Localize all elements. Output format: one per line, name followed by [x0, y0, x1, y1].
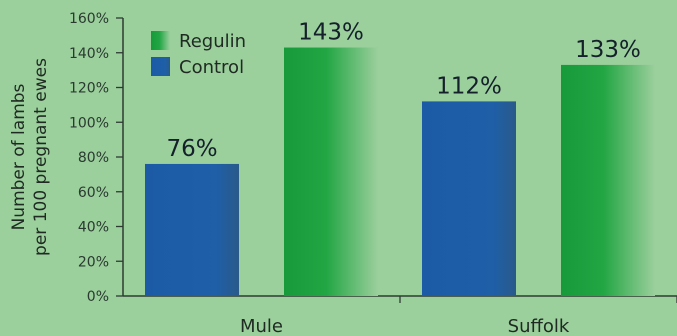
data-labels: 76% 143% 112% 133%	[166, 20, 640, 162]
bar-regulin-suffolk	[561, 64, 655, 296]
bars	[145, 47, 655, 297]
y-tick-label: 80%	[78, 150, 109, 166]
data-label-control-suffolk: 112%	[436, 73, 502, 99]
legend-label-control: Control	[179, 57, 244, 78]
legend-swatch-regulin	[151, 31, 170, 50]
data-label-regulin-mule: 143%	[298, 20, 364, 46]
data-label-control-mule: 76%	[166, 136, 217, 162]
bar-control-mule	[145, 163, 239, 296]
data-label-regulin-suffolk: 133%	[575, 37, 641, 63]
y-axis-title: Number of lambs per 100 pregnant ewes	[9, 58, 51, 256]
y-tick-label: 140%	[69, 46, 109, 62]
y-tick-label: 60%	[78, 185, 109, 201]
category-label-mule: Mule	[240, 316, 283, 336]
category-label-suffolk: Suffolk	[508, 316, 570, 336]
y-tick-label: 160%	[69, 11, 109, 27]
x-ticks	[399, 296, 677, 303]
y-axis-title-line-1: Number of lambs	[9, 83, 29, 230]
legend-label-regulin: Regulin	[179, 31, 246, 52]
bar-regulin-mule	[284, 47, 378, 296]
y-tick-label: 100%	[69, 115, 109, 131]
y-axis-title-line-2: per 100 pregnant ewes	[31, 58, 51, 256]
category-labels: Mule Suffolk	[240, 316, 570, 336]
y-ticks: 0% 20% 40% 60% 80% 100% 120% 140% 160%	[69, 11, 123, 305]
y-tick-label: 20%	[78, 254, 109, 270]
bar-control-suffolk	[422, 101, 516, 297]
y-tick-label: 120%	[69, 81, 109, 97]
y-tick-label: 0%	[87, 289, 109, 305]
y-tick-label: 40%	[78, 220, 109, 236]
legend-swatch-control	[151, 57, 170, 76]
legend: Regulin Control	[151, 31, 246, 78]
